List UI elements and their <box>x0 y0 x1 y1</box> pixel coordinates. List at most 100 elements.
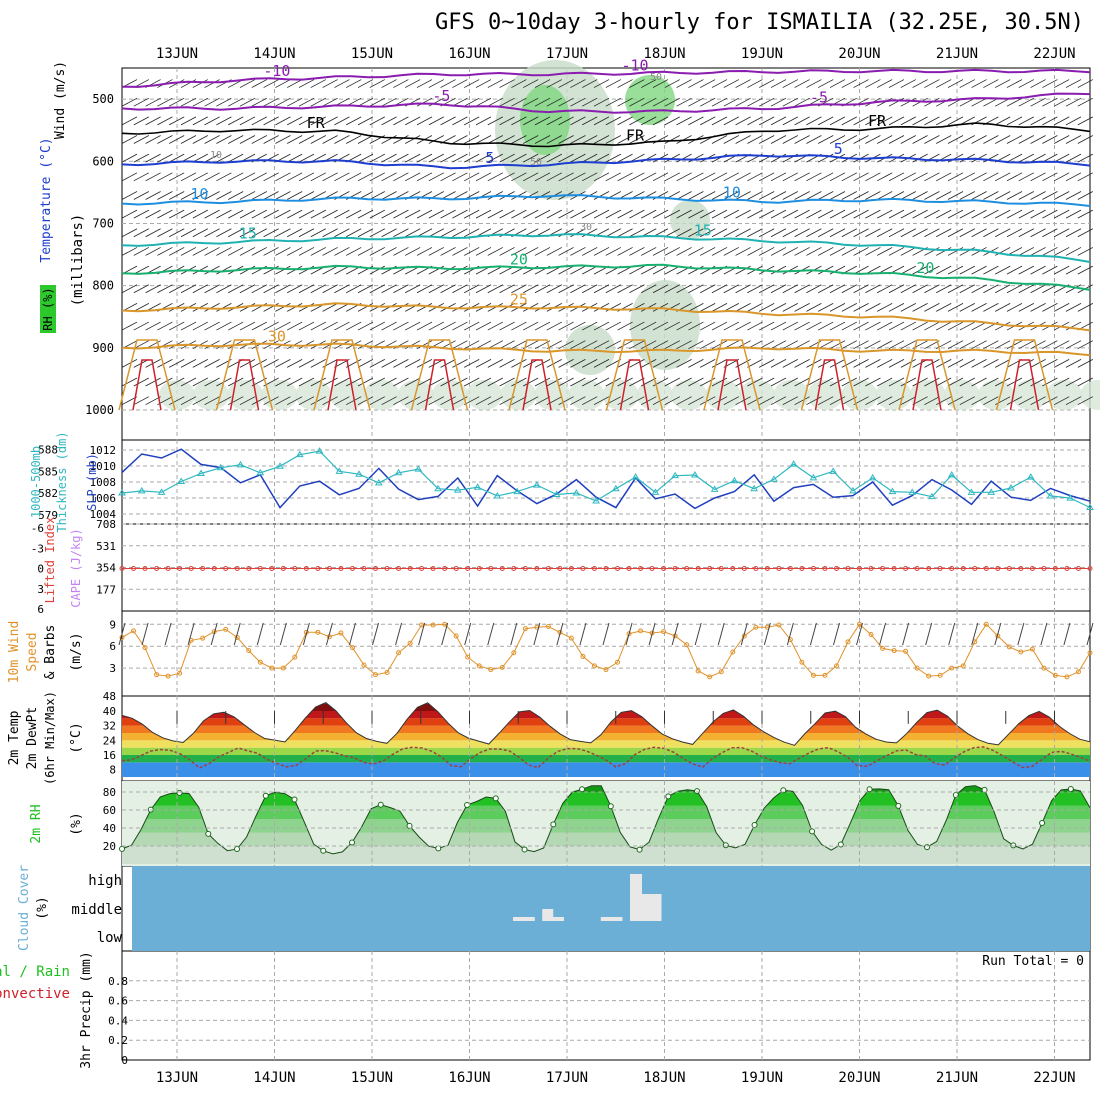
wind-barb <box>759 321 775 331</box>
wind-barb <box>794 377 810 387</box>
wind-speed-marker <box>177 670 183 676</box>
wind-barb <box>310 247 326 256</box>
wind-barb <box>357 172 374 182</box>
surface-wind-barb <box>786 622 794 646</box>
wind-barb <box>759 284 775 294</box>
wind-barb <box>216 97 232 107</box>
wind-barb <box>924 116 940 126</box>
wind-barb <box>829 265 846 275</box>
wind-barb <box>735 135 751 144</box>
wind-barb <box>888 359 905 368</box>
wind-barb <box>959 79 975 88</box>
wind-barb <box>877 135 893 144</box>
wind-barb <box>381 191 397 200</box>
wind-barb <box>1077 116 1093 126</box>
wind-barb <box>676 97 692 107</box>
wind-barb <box>216 340 232 350</box>
wind-speed-marker <box>1087 650 1093 656</box>
surface-wind-barb <box>510 622 518 646</box>
surface-wind-barb <box>625 622 633 646</box>
cloud-middle <box>649 894 662 921</box>
wind-barb <box>464 135 480 144</box>
wind-barb <box>145 135 161 144</box>
wind-barb <box>900 321 916 331</box>
wind-barb <box>346 247 362 256</box>
wind-barb <box>251 321 267 331</box>
wind-barb <box>263 191 279 200</box>
wind-barb <box>192 321 208 331</box>
wind-barb <box>782 97 798 107</box>
wind-barb <box>369 153 385 163</box>
wind-barb <box>357 303 374 312</box>
wind-barb <box>888 247 905 256</box>
wind-barb <box>711 209 728 219</box>
wind-barb <box>239 209 256 219</box>
rh-shade <box>295 380 332 410</box>
wind-barb <box>664 284 680 294</box>
wind-barb <box>688 321 704 331</box>
wind-barb <box>1006 377 1023 387</box>
lifted-index-marker <box>568 566 574 571</box>
wind-barb <box>169 172 185 182</box>
wind-barb <box>275 228 291 238</box>
wind-barb <box>582 97 598 107</box>
wind-barb <box>1018 172 1034 182</box>
wind-barb <box>924 321 940 331</box>
wind-barb <box>133 321 149 331</box>
wind-barb <box>322 116 338 126</box>
wind-barb <box>794 247 810 256</box>
wind-barb <box>664 97 680 107</box>
wind-barb <box>440 284 456 294</box>
wind-barb <box>723 303 739 312</box>
wind-barb <box>169 247 185 256</box>
wind-barb <box>275 247 291 256</box>
wind-barb <box>912 265 928 275</box>
wind-barb <box>995 209 1011 219</box>
wind-barb <box>1030 79 1046 88</box>
wind-barb <box>971 247 987 256</box>
wind-barb <box>546 172 562 182</box>
wind-barb <box>841 135 857 144</box>
isotherm-label: -5 <box>810 88 828 106</box>
wind-barb <box>570 116 586 126</box>
wind-barb <box>393 172 409 182</box>
wind-barb <box>700 321 716 331</box>
wind-barb <box>405 247 421 256</box>
wind-barb <box>794 321 810 331</box>
wind-barb <box>582 340 598 350</box>
wind-barb <box>310 377 326 387</box>
rh-shade <box>466 380 503 410</box>
wind-barb <box>971 228 987 238</box>
surface-wind-barb <box>533 622 541 646</box>
rh-shade <box>534 380 571 410</box>
wind-barb <box>700 247 716 256</box>
wind-barb <box>841 247 857 256</box>
wind-barb <box>629 79 645 88</box>
rh-marker <box>722 842 729 849</box>
thickness-marker <box>513 487 521 495</box>
wind-barb <box>204 321 220 331</box>
isotherm-label: 20 <box>916 259 934 277</box>
wind-barb <box>145 209 161 219</box>
wind-barb <box>676 116 692 126</box>
wind-barb <box>947 172 964 182</box>
wind-barb <box>346 321 362 331</box>
wind-barb <box>641 247 657 256</box>
wind-barb <box>936 209 952 219</box>
wind-barb <box>464 116 480 126</box>
wind-barb <box>381 396 397 406</box>
cape-tick: 354 <box>96 562 116 575</box>
thickness-marker <box>809 473 818 481</box>
wind-barb <box>947 135 964 144</box>
pressure-tick: 900 <box>92 341 114 355</box>
wind-barb <box>1077 265 1093 275</box>
lifted-index-marker <box>119 566 125 571</box>
wind-barb <box>759 116 775 126</box>
wind-barb <box>487 303 503 312</box>
wind-barb <box>652 265 669 275</box>
wind-barb <box>534 153 551 163</box>
wind-barb <box>322 247 338 256</box>
wind-barb <box>558 359 574 368</box>
wind-barb <box>582 209 598 219</box>
wind-barb <box>416 321 433 331</box>
